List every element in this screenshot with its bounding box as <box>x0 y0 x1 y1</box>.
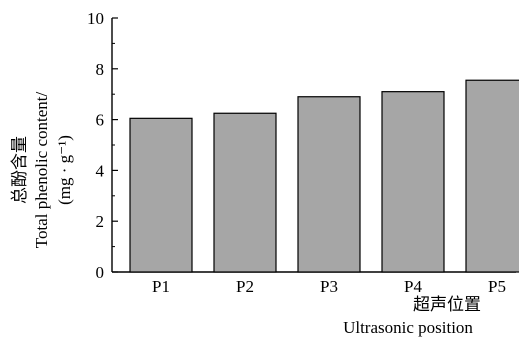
bar-p3 <box>297 96 361 273</box>
y-axis-title-line-1: 总酚含量 <box>10 136 29 204</box>
y-tick-label: 6 <box>96 111 105 130</box>
y-tick-label: 8 <box>96 60 105 79</box>
bar-p2 <box>213 112 277 273</box>
x-tick-label: P3 <box>320 277 338 296</box>
x-tick-label: P4 <box>404 277 422 296</box>
x-tick-label: P1 <box>152 277 170 296</box>
y-tick-label: 0 <box>96 263 105 282</box>
y-tick-labels: 0 2 4 6 8 10 <box>87 9 105 282</box>
bar-p1 <box>129 117 193 273</box>
bar-p5 <box>465 79 519 273</box>
y-tick-label: 10 <box>87 9 104 28</box>
y-axis-title-line-2: Total phenolic content/ <box>32 91 51 248</box>
y-tick-label: 2 <box>96 212 105 231</box>
y-tick-label: 4 <box>96 161 105 180</box>
bars <box>129 79 519 273</box>
x-axis-title-line-2: Ultrasonic position <box>343 318 473 337</box>
x-tick-labels: P1 P2 P3 P4 P5 <box>152 277 506 296</box>
x-tick-label: P2 <box>236 277 254 296</box>
x-tick-label: P5 <box>488 277 506 296</box>
y-axis-title-line-3: (mg · g⁻¹) <box>55 135 74 205</box>
y-axis-title: 总酚含量 Total phenolic content/ (mg · g⁻¹) <box>10 91 74 248</box>
bar-p4 <box>381 91 445 273</box>
x-axis-title-line-1: 超声位置 <box>413 295 481 314</box>
